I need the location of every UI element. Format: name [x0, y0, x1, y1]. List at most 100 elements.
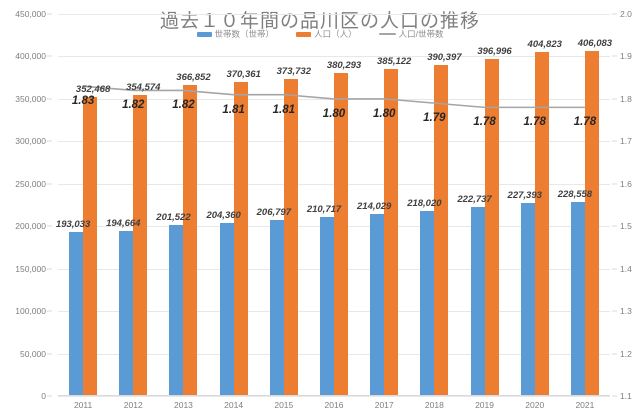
ratio-line-path — [83, 85, 585, 109]
bar-household-2018[interactable] — [420, 210, 435, 396]
y-axis-right-tick-mark — [612, 98, 617, 100]
bar-population-2011[interactable] — [83, 96, 98, 396]
legend-item-3[interactable]: 人口/世帯数 — [378, 28, 444, 40]
legend-label: 世帯数（世帯） — [214, 29, 275, 39]
bar-population-2020[interactable] — [534, 52, 549, 396]
y-axis-left-tick-label: 100,000 — [15, 306, 46, 317]
y-axis-right-tick-mark — [612, 13, 617, 15]
bar-population-2014[interactable] — [233, 81, 248, 396]
data-label-household-2020: 227,393 — [507, 189, 542, 201]
legend-label: 人口（人） — [314, 29, 357, 39]
y-axis-right-tick-mark — [612, 395, 617, 397]
bar-population-2018[interactable] — [434, 64, 449, 396]
data-label-ratio-2014: 1.81 — [222, 103, 245, 116]
x-axis-tick-label-2018: 2018 — [424, 400, 444, 410]
y-axis-left-tick-label: 350,000 — [15, 93, 46, 104]
y-axis-left-tick-mark — [47, 140, 52, 142]
chart-title: 過去１０年間の品川区の人口の推移 — [159, 11, 480, 32]
y-axis-left-tick-label: 200,000 — [15, 221, 46, 232]
data-label-household-2015: 206,797 — [256, 207, 291, 219]
y-axis-left-tick-mark — [47, 98, 52, 100]
data-label-population-2018: 390,397 — [427, 51, 462, 63]
bar-population-2019[interactable] — [484, 59, 499, 396]
y-axis-right-tick-label: 1.1 — [620, 391, 632, 401]
data-label-household-2014: 204,360 — [206, 209, 241, 221]
y-axis-left-tick-mark — [47, 353, 52, 355]
bar-household-2014[interactable] — [219, 222, 234, 396]
bar-household-2013[interactable] — [169, 224, 184, 396]
bar-household-2016[interactable] — [320, 217, 334, 396]
y-axis-right-tick-mark — [612, 268, 617, 270]
data-label-population-2021: 406,083 — [577, 38, 613, 50]
data-label-ratio-2020: 1.78 — [523, 116, 546, 129]
bar-population-2013[interactable] — [183, 84, 198, 396]
bar-population-2016[interactable] — [334, 73, 348, 396]
y-axis-left: 0 50,000 100,000 150,000 200,000 250,000 300,0… — [0, 9, 52, 401]
x-axis-tick-label-2020: 2020 — [525, 400, 545, 410]
bar-series-group — [58, 14, 610, 396]
data-label-ratio-2019: 1.78 — [473, 116, 496, 129]
data-label-household-2013: 201,522 — [156, 211, 191, 223]
legend-item-2[interactable]: 人口（人） — [296, 28, 357, 40]
y-axis-right-tick-label: 1.2 — [620, 348, 632, 359]
data-label-ratio-2018: 1.79 — [423, 112, 446, 125]
y-axis-left-tick-mark — [47, 183, 52, 185]
y-axis-right-tick-mark — [612, 353, 617, 355]
bar-population-2012[interactable] — [133, 95, 148, 396]
bar-household-2017[interactable] — [370, 214, 385, 396]
x-axis-tick-label-2019: 2019 — [475, 400, 494, 410]
y-axis-left-tick-label: 50,000 — [20, 348, 46, 359]
legend-swatch-icon — [196, 31, 212, 37]
y-axis-left-tick-label: 400,000 — [15, 51, 46, 62]
bar-population-2021[interactable] — [584, 51, 599, 396]
y-axis-left-tick-label: 0 — [41, 391, 46, 401]
y-axis-right-tick-label: 1.8 — [620, 93, 632, 104]
y-axis-right-tick-label: 1.4 — [620, 263, 632, 274]
y-axis-left-tick-mark — [47, 225, 52, 227]
bar-population-2017[interactable] — [384, 69, 399, 396]
legend-item-1[interactable]: 世帯数（世帯） — [196, 28, 275, 40]
data-label-household-2011: 193,033 — [55, 219, 91, 231]
y-axis-left-tick-label: 250,000 — [15, 178, 46, 189]
ratio-line-series — [83, 85, 585, 109]
bar-household-2012[interactable] — [119, 230, 134, 396]
bar-population-2015[interactable] — [283, 78, 298, 396]
data-label-ratio-2011: 1.83 — [71, 95, 95, 108]
y-axis-right-tick-label: 1.6 — [620, 178, 632, 189]
bar-household-2015[interactable] — [269, 220, 284, 396]
data-label-household-2012: 194,664 — [106, 217, 141, 229]
y-axis-left-tick-mark — [47, 268, 52, 270]
y-axis-left-tick-label: 450,000 — [15, 9, 46, 19]
legend-label: 人口/世帯数 — [398, 29, 444, 39]
x-axis-tick-label-2012: 2012 — [123, 400, 143, 410]
gridline — [58, 396, 610, 397]
data-label-population-2013: 366,852 — [176, 71, 211, 83]
data-label-population-2011: 352,468 — [75, 83, 111, 95]
data-label-household-2016: 210,717 — [306, 204, 342, 216]
y-axis-right-tick-label: 2.0 — [620, 9, 632, 19]
y-axis-left-tick-mark — [47, 310, 52, 312]
x-axis-tick-label-2016: 2016 — [324, 400, 344, 410]
plot-area: 193,033 352,468 1.83 194,664 354,574 1.82 201,… — [55, 14, 613, 397]
gridline — [58, 56, 610, 58]
y-axis-right: 1.1 1.2 1.3 1.4 1.5 1.6 1.7 1.8 1.9 2.0 — [612, 9, 640, 401]
bar-household-2019[interactable] — [470, 206, 485, 396]
x-axis: 2011 2012 2013 2014 2015 2016 2017 2018 2019 2020… — [58, 398, 610, 416]
x-axis-tick-label-2013: 2013 — [173, 400, 193, 410]
data-label-ratio-2017: 1.80 — [372, 107, 396, 120]
bar-household-2020[interactable] — [520, 202, 535, 396]
data-label-household-2017: 214,029 — [357, 201, 392, 213]
x-axis-tick-label-2011: 2011 — [73, 400, 93, 410]
gridline — [58, 14, 610, 15]
data-label-ratio-2021: 1.78 — [573, 116, 597, 129]
legend-swatch-icon — [378, 33, 396, 35]
data-label-household-2021: 228,558 — [557, 188, 593, 200]
y-axis-right-tick-label: 1.9 — [620, 51, 632, 62]
y-axis-right-tick-label: 1.3 — [620, 306, 632, 317]
axis-baseline — [58, 395, 610, 396]
y-axis-right-tick-mark — [612, 183, 617, 185]
bar-household-2021[interactable] — [570, 201, 585, 396]
bar-household-2011[interactable] — [69, 232, 84, 396]
x-axis-tick-label-2021: 2021 — [575, 400, 595, 410]
